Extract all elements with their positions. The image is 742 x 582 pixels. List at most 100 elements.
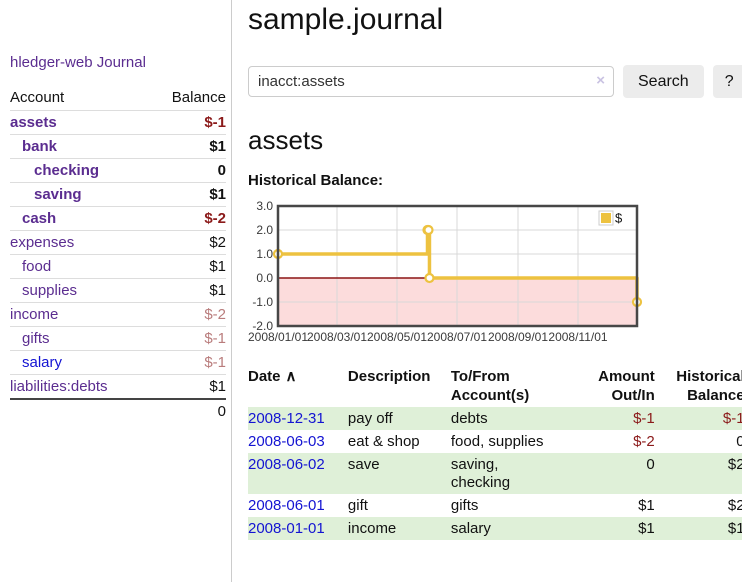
account-balance: $-2 [148, 206, 226, 231]
account-link[interactable]: cash [22, 210, 57, 227]
accounts-table-header: Account Balance [10, 86, 226, 111]
data-point-marker [423, 224, 434, 236]
transaction-row: 2008-12-31 pay off debts $-1 $-1 [248, 407, 742, 430]
y-axis-tick-label: 0.0 [256, 271, 273, 285]
account-row: saving $1 [10, 182, 226, 207]
transaction-balance: $1 [727, 520, 742, 537]
accounts-total: 0 [148, 398, 226, 423]
account-balance: $1 [148, 278, 226, 303]
account-link[interactable]: supplies [22, 282, 78, 299]
account-link[interactable]: gifts [22, 330, 50, 347]
account-balance: $1 [148, 134, 226, 159]
y-axis-tick-label: -2.0 [252, 319, 273, 333]
chart-svg: $3.0 2.0 1.0 0.0 -1.0 -2.02008/01/012008/03/0… [248, 199, 643, 344]
transaction-amount: $1 [638, 497, 655, 514]
register-table: Date ∧ Description To/From Account(s) Amo… [248, 365, 742, 540]
transaction-description: gift [347, 497, 368, 514]
transaction-date-link[interactable]: 2008-06-02 [248, 456, 325, 473]
y-axis-tick-label: -1.0 [252, 295, 273, 309]
account-link[interactable]: food [22, 258, 52, 275]
transaction-amount: $1 [638, 520, 655, 537]
transaction-amount: $-2 [633, 433, 655, 450]
legend-swatch [601, 213, 611, 223]
account-row: expenses $2 [10, 230, 226, 255]
account-row: supplies $1 [10, 278, 226, 303]
transaction-description: eat & shop [347, 433, 420, 450]
register-header-row: Date ∧ Description To/From Account(s) Amo… [248, 365, 742, 407]
transaction-description: income [347, 520, 397, 537]
account-column-header: Account [10, 89, 65, 106]
transaction-description: save [347, 456, 380, 473]
y-axis-tick-label: 3.0 [256, 199, 273, 213]
account-link[interactable]: income [10, 306, 59, 323]
transaction-date-link[interactable]: 2008-12-31 [248, 410, 325, 427]
sort-asc-icon: ∧ [285, 368, 297, 385]
account-row: salary $-1 [10, 350, 226, 375]
transaction-amount: $-1 [633, 410, 655, 427]
account-balance: 0 [148, 158, 226, 183]
balance-column-header: Balance [171, 89, 226, 106]
account-row: cash $-2 [10, 206, 226, 231]
register-table-wrap: Date ∧ Description To/From Account(s) Amo… [248, 365, 742, 540]
account-balance: $-1 [148, 326, 226, 351]
account-link[interactable]: bank [22, 138, 58, 155]
account-balance: $-2 [148, 302, 226, 327]
legend-label: $ [615, 211, 623, 226]
brand-link[interactable]: hledger-web [10, 54, 93, 71]
transaction-accounts: debts [450, 410, 488, 427]
transaction-balance: 0 [736, 433, 742, 450]
account-link[interactable]: saving [34, 186, 82, 203]
data-point-marker [424, 272, 435, 284]
account-link[interactable]: liabilities:debts [10, 378, 108, 395]
search-box: × [248, 66, 614, 97]
transaction-description: pay off [347, 410, 393, 427]
account-row: income $-2 [10, 302, 226, 327]
search-form: × Search ? [248, 65, 742, 98]
transaction-accounts: food, supplies [450, 433, 544, 450]
column-header-amount[interactable]: Amount Out/In [598, 368, 655, 404]
chart-heading: Historical Balance: [248, 172, 384, 189]
account-link[interactable]: expenses [10, 234, 75, 251]
transaction-date-link[interactable]: 2008-01-01 [248, 520, 325, 537]
account-link[interactable]: assets [10, 114, 57, 131]
transaction-row: 2008-06-03 eat & shop food, supplies $-2… [248, 430, 742, 453]
account-balance: $-1 [148, 350, 226, 375]
x-axis-tick-label: 2008/03/01 [307, 330, 367, 344]
transaction-balance: $2 [727, 456, 742, 473]
column-header-accounts[interactable]: To/From Account(s) [450, 368, 530, 404]
sidebar-item-journal[interactable]: Journal [96, 54, 146, 71]
transaction-date-link[interactable]: 2008-06-03 [248, 433, 325, 450]
y-axis-tick-label: 2.0 [256, 223, 273, 237]
account-link[interactable]: checking [34, 162, 100, 179]
account-row: assets $-1 [10, 110, 226, 135]
x-axis-tick-label: 2008/07/01 [427, 330, 487, 344]
account-row: liabilities:debts $1 [10, 374, 226, 399]
account-balance: $1 [148, 254, 226, 279]
search-input[interactable] [248, 66, 614, 97]
legend-swatch-border [598, 210, 614, 226]
search-help-button[interactable]: ? [712, 65, 742, 98]
account-link[interactable]: salary [22, 354, 63, 371]
transaction-row: 2008-01-01 income salary $1 $1 [248, 517, 742, 540]
transaction-amount: 0 [646, 456, 655, 473]
transaction-date-link[interactable]: 2008-06-01 [248, 497, 325, 514]
transaction-row: 2008-06-01 gift gifts $1 $2 [248, 494, 742, 517]
page-title: sample.journal [248, 3, 444, 36]
x-axis-tick-label: 2008/05/01 [367, 330, 427, 344]
column-header-date[interactable]: Date ∧ [248, 368, 297, 385]
transaction-accounts: saving, checking [450, 456, 511, 491]
y-axis-tick-label: 1.0 [256, 247, 273, 261]
account-balance: $1 [148, 374, 226, 399]
x-axis-tick-label: 2008/09/01 [488, 330, 548, 344]
account-row: food $1 [10, 254, 226, 279]
search-button[interactable]: Search [623, 65, 704, 98]
accounts-total-row: 0 [10, 398, 226, 423]
plot-border [276, 204, 639, 328]
historical-balance-chart[interactable]: $3.0 2.0 1.0 0.0 -1.0 -2.0 2008/01/01 2008/03/0… [248, 198, 742, 348]
column-header-description[interactable]: Description [347, 368, 431, 385]
column-header-balance[interactable]: Historical Balance [676, 368, 742, 404]
account-row: gifts $-1 [10, 326, 226, 351]
clear-search-icon[interactable]: × [596, 72, 605, 89]
transaction-balance: $2 [727, 497, 742, 514]
